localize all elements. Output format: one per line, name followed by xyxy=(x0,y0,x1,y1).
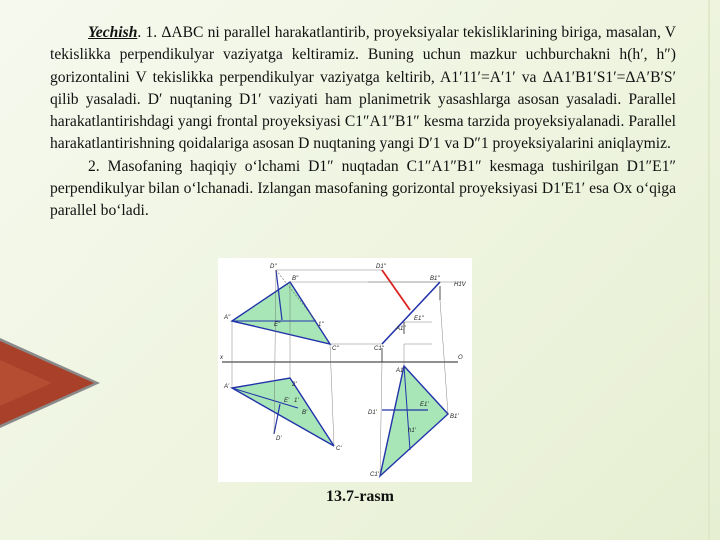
paragraph-2: 2. Masofaning haqiqiy o‘lchami D1″ nuqta… xyxy=(50,156,676,223)
frontal-hidden-line xyxy=(275,269,317,322)
connector-c xyxy=(329,343,335,447)
label-one2: 1" xyxy=(318,322,324,328)
edge-view-line xyxy=(381,281,441,345)
rotated-triangle xyxy=(378,364,449,478)
label-d2: D" xyxy=(270,264,277,270)
true-distance-line xyxy=(381,269,411,311)
label-a1f: A1" xyxy=(395,326,406,332)
horizontal-h-line xyxy=(231,387,299,409)
label-b1: B' xyxy=(302,410,308,416)
rotated-h-line xyxy=(403,365,411,451)
horizontal-triangle xyxy=(229,377,335,447)
label-c1: C' xyxy=(336,446,342,452)
label-a1: A' xyxy=(223,384,230,390)
connector-d xyxy=(273,269,277,435)
x-axis-label: x xyxy=(219,355,224,361)
label-d1h: D1' xyxy=(368,410,378,416)
paragraph-1: Yechish. 1. ΔABC ni parallel harakatlant… xyxy=(50,22,676,156)
label-e1h: E1' xyxy=(420,402,429,408)
construction-drawing: x O D" B" xyxy=(219,264,467,478)
rotated-connector-c xyxy=(379,361,383,477)
solution-text: Yechish. 1. ΔABC ni parallel harakatlant… xyxy=(50,22,676,223)
label-d1: D' xyxy=(276,436,282,442)
label-one1: 1' xyxy=(294,398,299,404)
label-two1: 2' xyxy=(291,382,297,388)
label-a2: A" xyxy=(223,315,231,321)
label-c1h: C1' xyxy=(370,472,380,478)
rotated-connector-b xyxy=(439,299,449,415)
label-c2: C" xyxy=(332,346,339,352)
paragraph-2-body: 2. Masofaning haqiqiy o‘lchami D1″ nuqta… xyxy=(50,157,676,220)
origin-label: O xyxy=(458,355,463,361)
label-e1f: E1" xyxy=(414,316,424,322)
label-a1h: A1' xyxy=(395,368,405,374)
figure-frame: x O D" B" xyxy=(218,258,472,482)
solution-title: Yechish xyxy=(88,24,138,41)
label-c1f: C1" xyxy=(374,346,385,352)
label-b1f: B1" xyxy=(430,276,440,282)
decor-arrow-highlight xyxy=(0,360,52,406)
label-e1: E' xyxy=(284,398,290,404)
label-b1h: B1' xyxy=(450,414,459,420)
paragraph-1-body: . 1. ΔABC ni parallel harakatlantirib, p… xyxy=(50,24,676,153)
label-h1v: H1V xyxy=(454,282,467,288)
label-e2: E" xyxy=(274,322,281,328)
label-b2: B" xyxy=(292,276,299,282)
label-h1: h1' xyxy=(408,428,417,434)
figure-caption: 13.7-rasm xyxy=(326,488,394,505)
label-d1f: D1" xyxy=(376,264,387,270)
frontal-d-line xyxy=(275,269,283,321)
horizontal-d-line xyxy=(273,403,281,435)
